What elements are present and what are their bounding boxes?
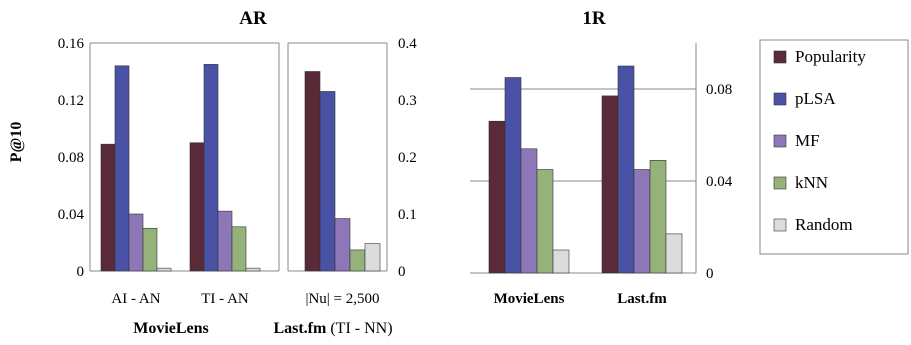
bar-1r-random-0 <box>552 249 570 274</box>
y-tick-label-lastfm-ar: 0.1 <box>398 207 417 223</box>
group-label-lastfm-ar: Last.fm (TI - NN) <box>273 320 392 337</box>
y-tick-label-lastfm-ar: 0 <box>398 264 406 280</box>
bar-1r-mf-1 <box>633 169 651 274</box>
bar-1r-mf-0 <box>520 148 538 274</box>
y-tick-label-lastfm-ar: 0.3 <box>398 93 417 109</box>
tick-labels-layer: 0 0.04 0.08 0.12 0.16 0 0.1 0.2 0.3 0.4 0 0.04 0.08 <box>58 36 733 282</box>
panel-title-ar: AR <box>239 8 267 29</box>
y-tick-label-1r: 0.08 <box>706 82 732 98</box>
bar-lastfm-ar-random-0 <box>364 243 381 272</box>
category-label-lastfm-ar-0: |Nu| = 2,500 <box>305 291 379 307</box>
bar-lastfm-ar-mf-0 <box>334 218 351 272</box>
y-tick-label-movielens-ar: 0.04 <box>58 207 85 223</box>
bar-movielens-ar-random-1 <box>245 267 261 272</box>
legend-label-mf: MF <box>795 131 820 150</box>
bar-lastfm-ar-knn-0 <box>349 249 366 272</box>
bar-movielens-ar-knn-1 <box>231 226 247 272</box>
legend-label-knn: kNN <box>795 173 828 192</box>
y-tick-label-movielens-ar: 0 <box>77 264 85 280</box>
bars-layer <box>100 64 683 274</box>
legend-label-popularity: Popularity <box>795 47 866 66</box>
bar-lastfm-ar-plsa-0 <box>319 91 336 272</box>
y-tick-label-movielens-ar: 0.12 <box>58 93 84 109</box>
bar-movielens-ar-popularity-1 <box>189 142 205 272</box>
bar-movielens-ar-random-0 <box>156 267 172 272</box>
bar-lastfm-ar-popularity-0 <box>304 71 321 272</box>
bar-1r-plsa-0 <box>504 77 522 274</box>
bar-movielens-ar-plsa-0 <box>114 65 130 272</box>
y-tick-label-1r: 0.04 <box>706 174 733 190</box>
bar-1r-popularity-1 <box>601 95 619 274</box>
y-tick-label-lastfm-ar: 0.2 <box>398 150 417 166</box>
bar-1r-popularity-0 <box>488 120 506 274</box>
legend-swatch-plsa <box>773 92 787 106</box>
legend-swatch-mf <box>773 134 787 148</box>
group-label-movielens-ar: MovieLens <box>133 320 209 337</box>
y-tick-label-1r: 0 <box>706 266 714 282</box>
group-label-lastfm-ar-rest: (TI - NN) <box>326 320 392 337</box>
y-axis-label: P@10 <box>8 122 25 163</box>
y-tick-label-movielens-ar: 0.16 <box>58 36 85 52</box>
category-label-1r-1: Last.fm <box>617 291 667 307</box>
bar-1r-random-1 <box>665 233 683 274</box>
legend-swatch-random <box>773 218 787 232</box>
legend-swatch-popularity <box>773 50 787 64</box>
bar-1r-knn-1 <box>649 160 667 274</box>
bar-movielens-ar-popularity-0 <box>100 143 116 272</box>
bar-1r-knn-0 <box>536 169 554 274</box>
y-tick-label-lastfm-ar: 0.4 <box>398 36 417 52</box>
y-tick-label-movielens-ar: 0.08 <box>58 150 84 166</box>
category-labels-layer: AI - AN TI - AN |Nu| = 2,500 MovieLens Last.… <box>111 291 667 307</box>
bar-movielens-ar-mf-0 <box>128 213 144 272</box>
group-label-lastfm-ar-bold: Last.fm <box>273 320 327 337</box>
category-label-1r-0: MovieLens <box>494 291 565 307</box>
legend-label-random: Random <box>795 215 853 234</box>
bar-movielens-ar-knn-0 <box>142 227 158 272</box>
category-label-movielens-ar-0: AI - AN <box>111 291 160 307</box>
bar-1r-plsa-1 <box>617 65 635 274</box>
panel-title-1r: 1R <box>582 8 606 29</box>
category-label-movielens-ar-1: TI - AN <box>201 291 249 307</box>
legend: Popularity pLSA MF kNN Random <box>773 47 866 234</box>
bar-movielens-ar-plsa-1 <box>203 64 219 272</box>
bar-movielens-ar-mf-1 <box>217 210 233 272</box>
legend-label-plsa: pLSA <box>795 89 836 108</box>
legend-swatch-knn <box>773 176 787 190</box>
